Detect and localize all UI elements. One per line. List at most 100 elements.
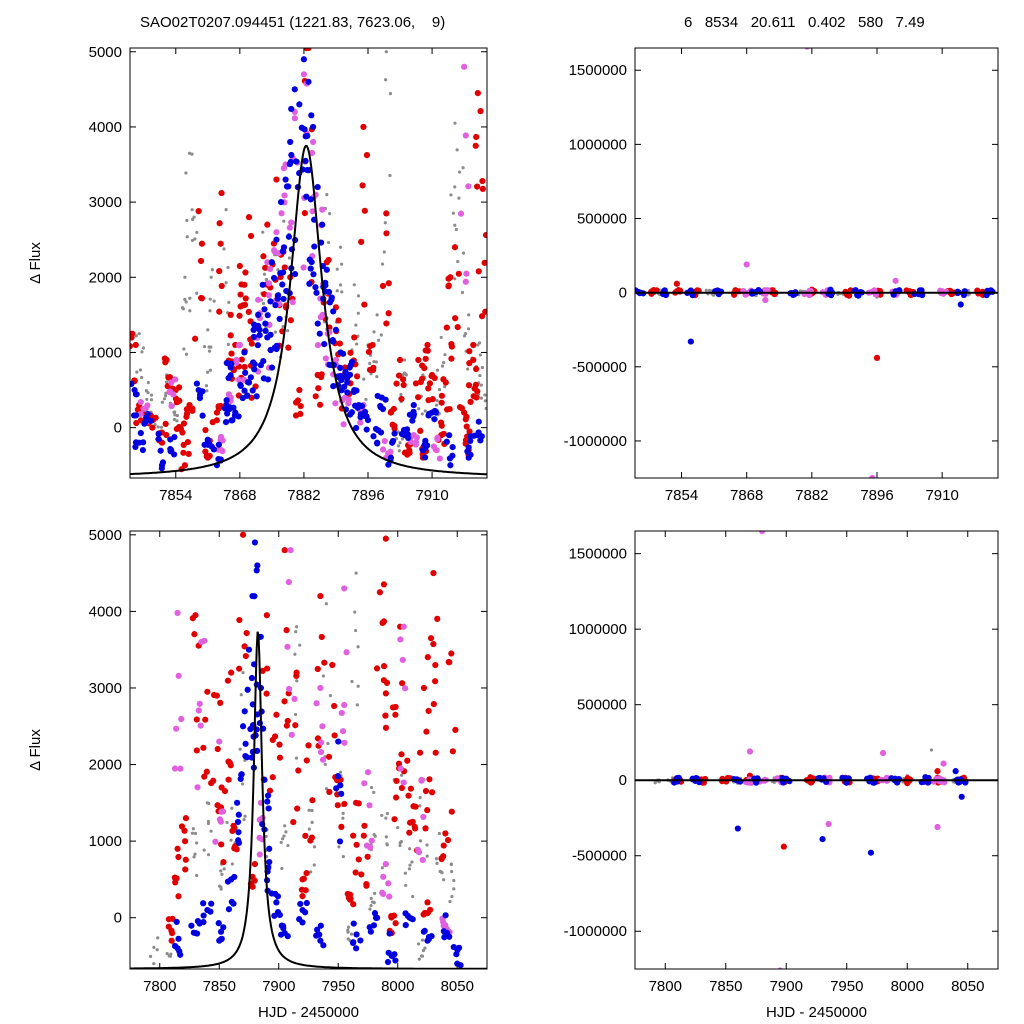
data-point <box>465 382 473 389</box>
data-point <box>442 912 449 919</box>
data-point <box>309 870 313 874</box>
data-point <box>262 272 267 276</box>
data-point <box>374 392 381 400</box>
data-point <box>362 377 366 381</box>
data-point <box>452 315 459 322</box>
plot-frame <box>634 530 999 970</box>
data-point <box>132 439 140 446</box>
data-point <box>451 244 459 251</box>
data-point <box>220 872 224 876</box>
data-point <box>354 628 358 633</box>
data-point <box>392 794 400 801</box>
data-point <box>241 363 248 371</box>
data-point <box>180 449 187 456</box>
data-point <box>284 933 291 940</box>
data-point <box>355 856 362 863</box>
data-point <box>384 816 388 820</box>
data-point <box>385 811 389 816</box>
data-point <box>250 326 257 334</box>
data-point <box>303 899 310 907</box>
y-tick-label: 0 <box>619 772 627 789</box>
data-point <box>351 334 358 341</box>
data-point <box>226 265 230 270</box>
data-point <box>438 422 445 429</box>
data-point <box>438 855 445 862</box>
plot-area <box>635 48 998 478</box>
data-point <box>256 851 263 858</box>
data-point <box>171 942 179 950</box>
data-point <box>205 389 209 393</box>
data-point <box>261 306 268 313</box>
data-point <box>201 773 208 780</box>
data-point <box>397 636 404 643</box>
data-point <box>443 438 450 445</box>
data-point <box>241 387 248 394</box>
data-point <box>440 922 447 930</box>
data-point <box>762 296 769 304</box>
data-point <box>166 389 173 396</box>
data-point <box>347 895 354 902</box>
data-point <box>392 711 399 718</box>
data-point <box>389 704 397 711</box>
data-point <box>353 841 360 848</box>
data-point <box>303 48 310 52</box>
data-point <box>199 412 206 419</box>
panel-top-left: 7854 7868 7882 7896 7910 0 1000 2000 3000 4000 500… <box>27 44 488 504</box>
data-point <box>311 243 318 250</box>
data-point <box>286 224 293 231</box>
data-point <box>366 343 374 350</box>
data-point <box>282 176 289 183</box>
data-point <box>363 426 370 433</box>
data-point <box>180 420 188 427</box>
data-point <box>224 208 228 212</box>
data-point <box>181 838 189 845</box>
data-point <box>249 873 256 880</box>
data-point <box>430 570 437 577</box>
data-point <box>273 345 280 353</box>
data-point <box>452 726 459 733</box>
data-point <box>188 922 195 929</box>
series-blue <box>671 768 969 856</box>
data-point <box>227 300 231 304</box>
data-point <box>206 853 211 857</box>
data-point <box>239 531 247 538</box>
data-point <box>217 928 225 935</box>
data-point <box>443 324 450 331</box>
data-point <box>455 148 459 152</box>
data-point <box>338 823 345 830</box>
data-point <box>383 221 387 225</box>
data-point <box>242 369 249 376</box>
data-point <box>756 288 764 295</box>
data-point <box>363 880 370 888</box>
data-point <box>210 777 217 784</box>
plot-frame <box>129 530 488 970</box>
data-point <box>178 715 185 723</box>
data-point <box>441 934 448 941</box>
data-point <box>264 792 272 799</box>
x-tick-label: 7882 <box>795 487 828 504</box>
data-point <box>149 393 154 397</box>
data-point <box>347 349 354 356</box>
data-point <box>434 857 439 861</box>
data-point <box>398 784 405 792</box>
data-point <box>190 929 197 936</box>
data-point <box>130 334 135 341</box>
data-point <box>301 126 308 133</box>
data-point <box>236 312 243 319</box>
data-point <box>219 447 226 455</box>
data-point <box>271 912 278 919</box>
y-tick-label: 0 <box>619 285 627 302</box>
data-point <box>484 406 487 411</box>
data-point <box>448 355 455 362</box>
data-point <box>181 307 185 311</box>
data-point <box>202 848 206 852</box>
data-point <box>410 803 417 810</box>
x-tick-label: 8050 <box>951 978 984 995</box>
data-point <box>184 352 189 356</box>
data-point <box>310 820 314 824</box>
data-point <box>451 211 455 215</box>
series-magenta <box>743 531 948 969</box>
data-point <box>353 945 360 952</box>
data-point <box>420 938 425 942</box>
x-tick-label: 7868 <box>730 487 763 504</box>
